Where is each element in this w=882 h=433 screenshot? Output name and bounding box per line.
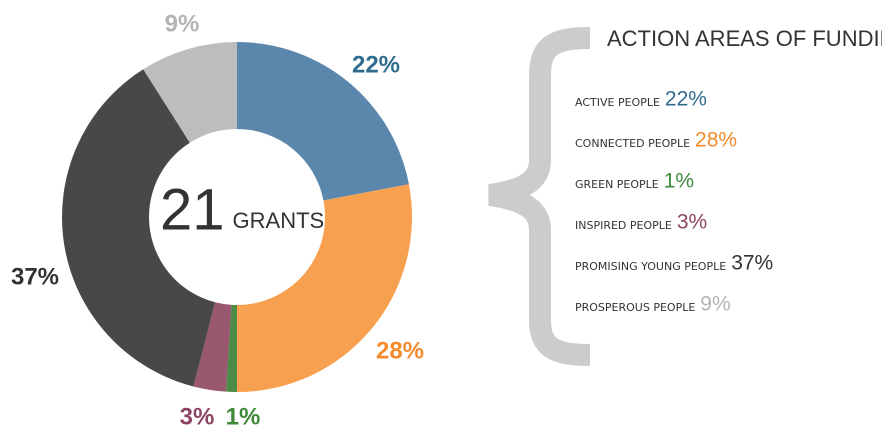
slice-label: 22% (352, 51, 400, 78)
donut-slice (193, 302, 232, 392)
legend-value: 1% (664, 170, 694, 193)
donut-slice (237, 184, 412, 392)
legend-value: 9% (700, 293, 730, 316)
brace (488, 27, 591, 366)
chart-title: ACTION AREAS OF FUNDING (607, 26, 882, 51)
center-value: 21 (160, 177, 225, 242)
slice-label: 28% (376, 337, 424, 364)
legend-name: INSPIRED PEOPLE (575, 219, 672, 232)
center-label: GRANTS (233, 208, 325, 233)
slice-label: 3% (180, 403, 215, 430)
legend-name: ACTIVE PEOPLE (575, 96, 660, 109)
legend-name: CONNECTED PEOPLE (575, 137, 690, 150)
legend-value: 22% (665, 88, 707, 111)
legend-name: PROMISING YOUNG PEOPLE (575, 260, 726, 273)
legend-value: 37% (731, 252, 773, 275)
donut-slice (237, 42, 409, 201)
donut-slice (226, 304, 237, 392)
donut-slice (143, 42, 237, 143)
legend-name: GREEN PEOPLE (575, 178, 659, 191)
donut-slice (62, 69, 216, 387)
legend-value: 3% (677, 211, 707, 234)
legend-value: 28% (695, 129, 737, 152)
slice-label: 1% (226, 403, 261, 430)
legend-name: PROSPEROUS PEOPLE (575, 301, 695, 314)
slice-label: 9% (165, 10, 200, 37)
slice-label: 37% (11, 263, 59, 290)
